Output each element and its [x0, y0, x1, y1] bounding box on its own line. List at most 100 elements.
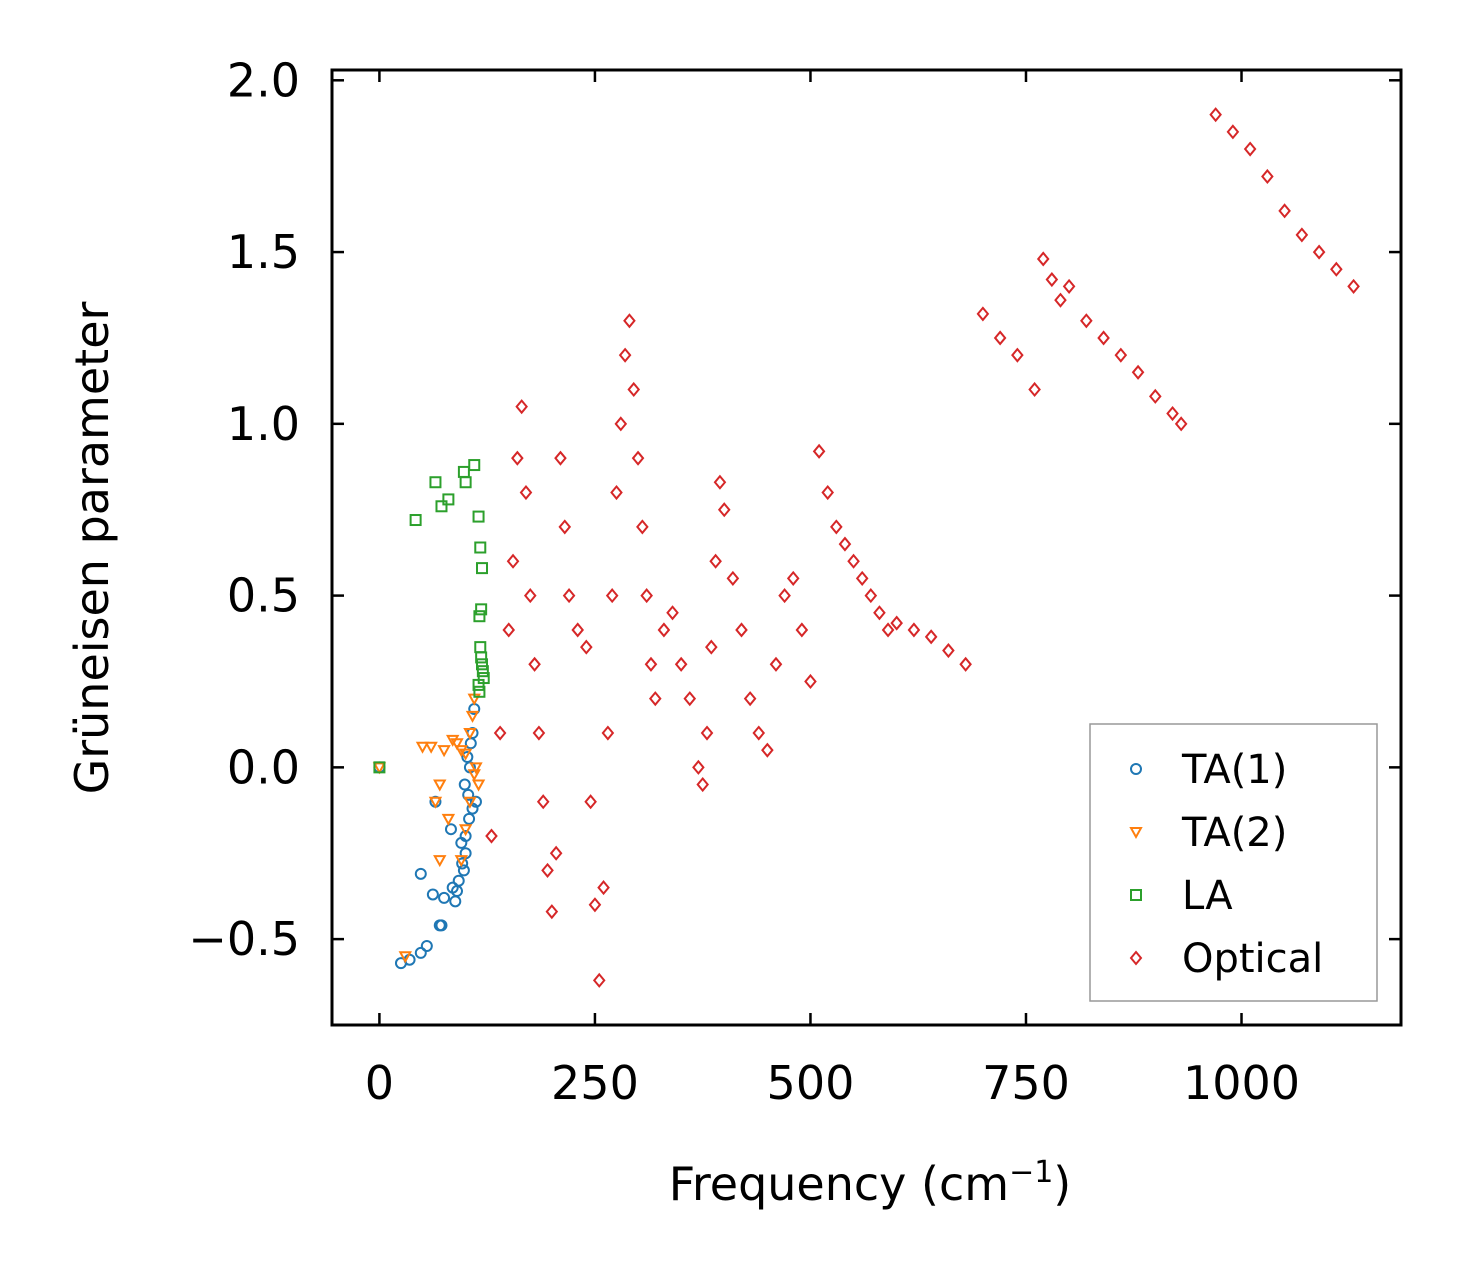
data-point	[433, 779, 447, 792]
data-point	[1209, 107, 1222, 123]
data-point	[657, 622, 671, 638]
data-point	[618, 347, 632, 363]
data-point	[692, 759, 705, 775]
data-point	[449, 895, 462, 908]
data-point	[1174, 416, 1188, 432]
data-marks	[372, 107, 1360, 988]
data-point	[709, 553, 722, 569]
data-point	[459, 476, 472, 489]
data-point	[373, 761, 386, 774]
data-point	[493, 725, 507, 741]
data-point	[674, 656, 688, 672]
data-point	[536, 794, 550, 810]
series-la	[373, 459, 490, 774]
data-point	[463, 796, 477, 809]
data-point	[597, 880, 610, 896]
data-point	[469, 762, 483, 775]
legend-marker	[1129, 827, 1143, 840]
data-point	[838, 536, 852, 552]
x-tick-label: 500	[767, 1056, 855, 1110]
data-point	[549, 845, 563, 861]
data-point	[631, 450, 645, 466]
data-point	[786, 570, 800, 586]
data-point	[545, 904, 559, 920]
data-point	[713, 474, 727, 490]
data-point	[696, 776, 710, 793]
data-point	[1166, 405, 1179, 422]
data-point	[959, 656, 972, 672]
data-point	[502, 622, 516, 638]
x-axis-label: Frequency (cm−1)	[669, 1155, 1072, 1211]
x-tick-label: 250	[551, 1056, 639, 1110]
data-point	[558, 519, 572, 535]
x-tick-label: 750	[982, 1056, 1070, 1110]
data-point	[506, 553, 520, 569]
y-tick-label: 0.0	[227, 740, 300, 794]
data-point	[580, 639, 593, 655]
data-point	[752, 725, 766, 741]
legend-label: TA(2)	[1181, 810, 1287, 856]
data-point	[454, 745, 469, 758]
data-point	[441, 813, 456, 826]
data-point	[907, 622, 921, 638]
data-point	[458, 778, 471, 791]
data-point	[1036, 251, 1050, 267]
data-point	[795, 622, 809, 638]
x-axis-label-main: Frequency (cm	[669, 1157, 1009, 1211]
data-point	[475, 651, 488, 664]
data-point	[683, 691, 697, 707]
data-point	[476, 562, 489, 575]
series-ta-2-	[372, 693, 486, 964]
data-point	[648, 691, 662, 707]
legend-label: Optical	[1182, 936, 1323, 982]
data-point	[1312, 244, 1326, 260]
data-point	[804, 673, 817, 690]
data-point	[743, 691, 757, 707]
data-point	[414, 946, 427, 959]
data-point	[474, 541, 487, 554]
data-point	[610, 484, 623, 501]
y-axis-ticks: −0.5 0.0 0.5 1.0 1.5 2.0	[188, 53, 1401, 966]
data-point	[554, 450, 567, 466]
data-point	[1261, 168, 1274, 185]
data-point	[726, 570, 740, 586]
axes-frame	[330, 68, 1403, 1027]
legend-label: TA(1)	[1181, 747, 1287, 793]
data-point	[1149, 388, 1162, 404]
x-axis-label-superscript: −1	[1009, 1155, 1053, 1190]
data-point	[472, 678, 485, 691]
data-point	[592, 972, 606, 988]
data-point	[1114, 347, 1128, 363]
data-point	[485, 828, 498, 844]
data-point	[761, 742, 774, 758]
data-point	[769, 656, 783, 672]
data-point	[420, 939, 433, 952]
data-point	[429, 476, 442, 489]
data-point	[830, 519, 843, 535]
data-point	[523, 588, 537, 604]
data-point	[452, 874, 465, 887]
data-point	[528, 656, 541, 672]
data-point	[454, 855, 469, 868]
data-point	[471, 779, 486, 792]
data-point	[1080, 313, 1093, 329]
data-point	[456, 857, 469, 870]
data-point	[511, 450, 524, 466]
data-point	[644, 656, 658, 672]
data-point	[415, 741, 430, 754]
data-point	[473, 610, 486, 623]
legend-marker	[1130, 763, 1142, 775]
data-point	[855, 570, 869, 586]
data-point	[426, 888, 439, 901]
data-point	[438, 891, 451, 904]
data-point	[519, 484, 533, 501]
data-point	[1278, 203, 1291, 219]
data-point	[467, 769, 481, 782]
data-point	[821, 484, 835, 501]
data-point	[735, 622, 748, 638]
data-point	[1330, 261, 1343, 277]
data-point	[532, 725, 546, 741]
data-point	[409, 514, 422, 527]
data-point	[1243, 141, 1257, 157]
data-point	[717, 502, 731, 518]
